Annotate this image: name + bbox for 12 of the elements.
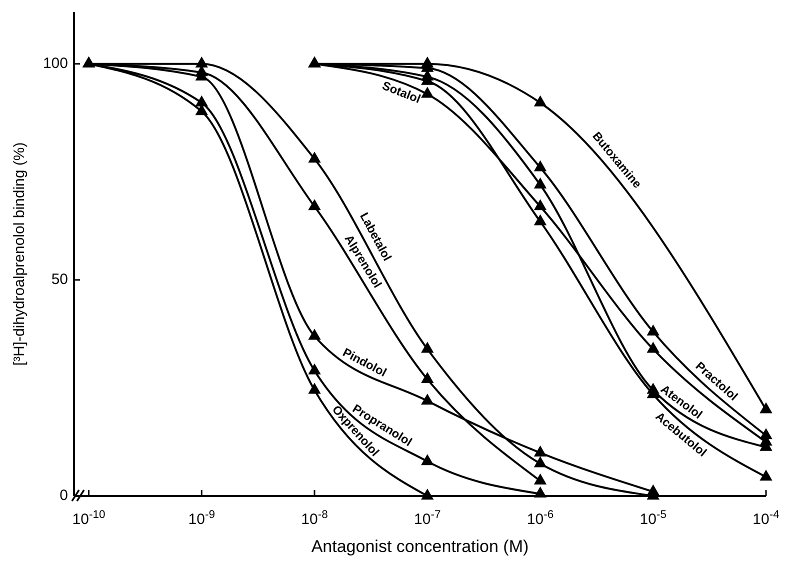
y-tick-label: 50 bbox=[51, 270, 68, 288]
x-axis-title: Antagonist concentration (M) bbox=[311, 537, 529, 556]
x-tick-label: 10$^{-8}$ bbox=[301, 509, 328, 528]
x-tick-label: 10$^{-9}$ bbox=[188, 509, 215, 528]
y-tick-label: 100 bbox=[42, 54, 68, 72]
x-tick-label: 10$^{-5}$ bbox=[640, 509, 666, 528]
x-tick-label: 10$^{-7}$ bbox=[414, 509, 441, 528]
x-tick-label: 10$^{-6}$ bbox=[526, 509, 554, 528]
x-tick-label: 10$^{-10}$ bbox=[72, 509, 106, 528]
x-tick-label: 10$^{-4}$ bbox=[752, 509, 780, 528]
y-axis-title: [³H]-dihydroalprenolol binding (%) bbox=[11, 142, 28, 366]
y-tick-label: 0 bbox=[60, 486, 68, 504]
